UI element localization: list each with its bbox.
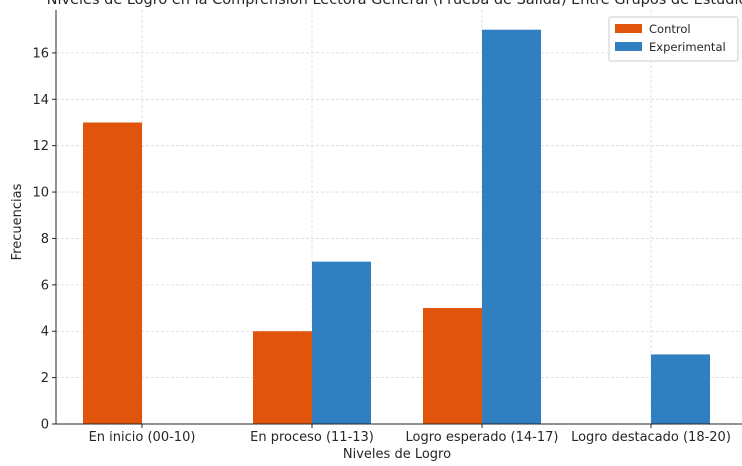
y-tick-label: 4 [41, 325, 49, 340]
chart-title: Niveles de Logro en la Comprensión Lecto… [47, 0, 742, 8]
bar-experimental-4 [651, 354, 710, 424]
y-tick-label: 10 [32, 186, 49, 201]
x-tick-label: En inicio (00-10) [89, 430, 196, 445]
legend-swatch-control [615, 24, 642, 33]
y-tick-label: 12 [32, 139, 49, 154]
y-tick-label: 16 [32, 46, 49, 61]
legend-label-control: Control [649, 22, 691, 36]
bar-experimental-3 [482, 29, 541, 424]
y-tick-label: 8 [41, 232, 49, 247]
y-tick-label: 6 [41, 278, 49, 293]
x-tick-label: En proceso (11-13) [250, 430, 374, 445]
y-tick-label: 2 [41, 371, 49, 386]
y-axis-label: Frecuencias [10, 183, 25, 260]
grid [56, 10, 742, 424]
x-ticks: En inicio (00-10) En proceso (11-13) Logro… [89, 424, 731, 445]
legend-swatch-experimental [615, 42, 642, 51]
bars [83, 29, 710, 424]
bar-control-2 [253, 331, 312, 424]
legend: Control Experimental [608, 16, 739, 62]
y-tick-label: 0 [41, 418, 49, 433]
y-tick-label: 14 [32, 93, 49, 108]
bar-control-3 [423, 308, 482, 424]
axes [55, 10, 742, 425]
x-tick-label: Logro esperado (14-17) [406, 430, 559, 445]
y-ticks: 0 2 4 6 8 10 12 14 16 [32, 46, 56, 433]
x-tick-label: Logro destacado (18-20) [571, 430, 731, 445]
bar-control-1 [83, 122, 142, 424]
x-axis-label: Niveles de Logro [343, 447, 451, 461]
bar-experimental-2 [312, 261, 371, 424]
legend-label-experimental: Experimental [649, 40, 726, 54]
